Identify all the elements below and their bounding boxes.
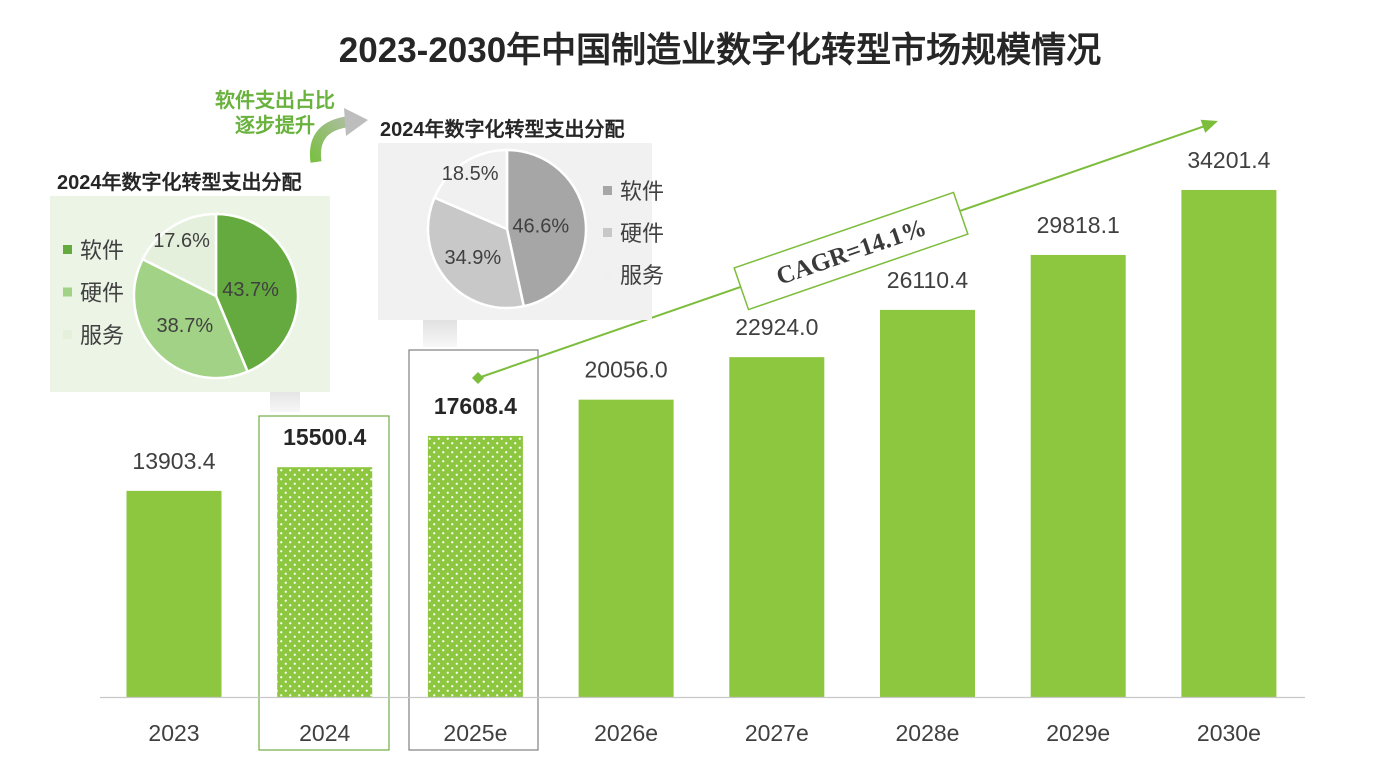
x-tick-label: 2029e xyxy=(1046,720,1110,746)
pie-slice xyxy=(505,148,588,308)
bar-value-label: 17608.4 xyxy=(434,393,517,419)
bar-2029e xyxy=(1030,254,1126,698)
legend-label: 软件 xyxy=(80,238,124,263)
x-tick-label: 2025e xyxy=(443,720,507,746)
highlight-box-2024 xyxy=(258,415,390,751)
legend-marker xyxy=(63,330,72,339)
left-pie-title: 2024年数字化转型支出分配 xyxy=(57,170,302,194)
callout-line-1: 软件支出占比 xyxy=(215,88,335,112)
legend-label: 服务 xyxy=(80,323,124,348)
pie-value-label: 46.6% xyxy=(512,215,569,237)
bar-2028e xyxy=(880,309,975,697)
legend-label: 硬件 xyxy=(620,221,664,246)
legend-label: 软件 xyxy=(620,179,664,204)
bar-value-label: 34201.4 xyxy=(1187,147,1270,173)
bar-2023 xyxy=(126,490,222,697)
cagr-box-border xyxy=(733,191,969,311)
pie-slice xyxy=(214,212,300,374)
x-tick-label: 2028e xyxy=(896,720,960,746)
pie-value-label: 43.7% xyxy=(222,279,279,301)
pie-slice xyxy=(432,148,509,231)
pie-value-label: 17.6% xyxy=(153,230,210,252)
x-tick-label: 2024 xyxy=(299,720,350,746)
legend-label: 服务 xyxy=(620,263,664,288)
legend-marker xyxy=(603,186,612,195)
software-share-callout: 软件支出占比 逐步提升 xyxy=(215,88,368,163)
bar-2024 xyxy=(277,467,373,697)
cagr-start-marker xyxy=(472,372,484,384)
legend-marker xyxy=(603,228,612,237)
x-tick-label: 2026e xyxy=(594,720,658,746)
legend-marker xyxy=(63,287,72,297)
highlight-box-2025e xyxy=(408,349,539,751)
x-tick-label: 2023 xyxy=(148,720,199,746)
bar-series: 13903.4 2023 15500.4 2024 17608.4 2025e 20056.… xyxy=(126,147,1277,746)
x-tick-label: 2027e xyxy=(745,720,809,746)
legend-marker xyxy=(603,270,612,279)
legend-marker xyxy=(63,245,72,254)
curved-arrowhead-icon xyxy=(344,108,368,136)
right-pie-title: 2024年数字化转型支出分配 xyxy=(380,117,625,141)
bar-value-label: 13903.4 xyxy=(132,448,215,474)
bar-value-label: 29818.1 xyxy=(1037,212,1120,238)
bar-2026e xyxy=(578,399,674,697)
pie-slice xyxy=(132,257,250,380)
pie-value-label: 34.9% xyxy=(444,247,501,269)
bar-2027e xyxy=(729,357,825,697)
pie-slice xyxy=(426,195,526,310)
pie-value-label: 18.5% xyxy=(442,163,499,185)
bar-value-label: 20056.0 xyxy=(585,357,668,383)
bar-2030e xyxy=(1181,189,1277,698)
bar-2025e xyxy=(427,435,523,697)
bar-value-label: 15500.4 xyxy=(283,424,366,450)
bar-value-label: 22924.0 xyxy=(735,314,818,340)
legend-label: 硬件 xyxy=(80,281,124,306)
bar-value-label: 26110.4 xyxy=(887,267,969,293)
x-tick-label: 2030e xyxy=(1197,720,1261,746)
cagr-arrowhead xyxy=(1200,119,1218,133)
curved-arrow-icon xyxy=(309,116,348,163)
chart-title: 2023-2030年中国制造业数字化转型市场规模情况 xyxy=(339,31,1101,70)
pie-value-label: 38.7% xyxy=(156,315,213,337)
callout-line-2: 逐步提升 xyxy=(235,113,315,137)
pie-slice xyxy=(141,212,218,299)
